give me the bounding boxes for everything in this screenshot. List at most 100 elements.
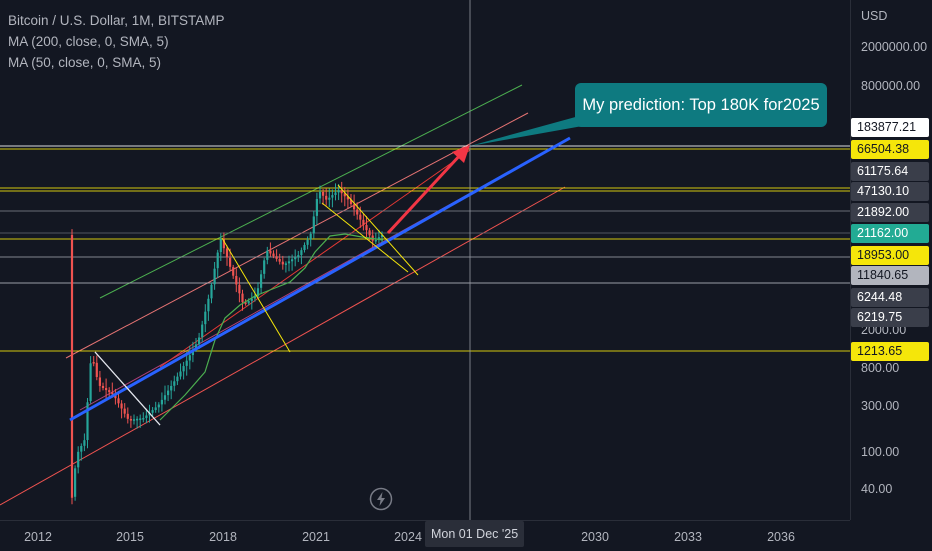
candle-body	[253, 296, 256, 299]
candle-body	[182, 366, 185, 372]
candle-body	[129, 419, 132, 421]
channel-line	[0, 186, 566, 506]
candle-body	[346, 196, 349, 200]
candle-body	[157, 404, 160, 408]
candle-body	[207, 298, 210, 312]
candle-body	[356, 209, 359, 215]
candle-body	[238, 284, 241, 294]
wedge-line	[94, 351, 161, 426]
candle-body	[232, 267, 235, 276]
candle-body	[176, 376, 179, 382]
candle-body	[222, 239, 225, 249]
candle-body	[145, 415, 148, 419]
channel-line	[159, 149, 471, 368]
ma-line	[159, 233, 384, 421]
candle-body	[139, 418, 142, 420]
candle-body	[374, 239, 377, 242]
candle-body	[216, 252, 219, 269]
prediction-callout[interactable]: My prediction: Top 180K for2025	[575, 83, 827, 127]
candle-body	[365, 225, 368, 231]
price-axis[interactable]: USD 2000000.00 800000.00 2000.00 800.00 …	[850, 0, 932, 520]
candle-body	[312, 216, 315, 234]
price-tick: 100.00	[861, 445, 900, 459]
candle-body	[359, 214, 362, 220]
candles-series	[70, 181, 384, 505]
candle-body	[229, 257, 232, 267]
candle-body	[266, 250, 269, 260]
price-tag: 11840.65	[851, 266, 929, 285]
time-tick: 2012	[24, 530, 52, 544]
prediction-arrow	[386, 151, 464, 235]
time-tick: 2021	[302, 530, 330, 544]
chart-legend: Bitcoin / U.S. Dollar, 1M, BITSTAMP MA (…	[8, 10, 225, 73]
candle-body	[287, 261, 291, 264]
candle-body	[225, 248, 229, 258]
price-tag: 66504.38	[851, 140, 929, 159]
candle-body	[80, 446, 83, 452]
ma50-indicator[interactable]: MA (50, close, 0, SMA, 5)	[8, 55, 162, 70]
candle-body	[284, 263, 287, 265]
candle-body	[170, 385, 173, 391]
candle-body	[325, 195, 328, 200]
candle-body	[126, 413, 129, 419]
wedge-line	[321, 202, 409, 273]
price-tag: 183877.21	[851, 118, 929, 137]
price-tag: 61175.64	[851, 162, 929, 181]
candle-body	[256, 288, 260, 297]
time-tick: 2030	[581, 530, 609, 544]
candle-body	[343, 193, 346, 197]
price-tag: 21892.00	[851, 203, 929, 222]
candle-body	[160, 399, 163, 405]
candle-body	[309, 233, 312, 240]
candle-body	[241, 293, 244, 303]
symbol-title[interactable]: Bitcoin / U.S. Dollar, 1M, BITSTAMP	[8, 13, 225, 28]
time-tick: 2015	[116, 530, 144, 544]
candle-body	[322, 192, 325, 196]
price-tag: 6219.75	[851, 308, 929, 327]
candle-body	[92, 362, 95, 364]
candle-body	[281, 261, 284, 265]
candle-body	[247, 301, 250, 304]
candle-body	[70, 235, 74, 498]
candle-body	[377, 237, 380, 240]
candle-body	[297, 255, 300, 258]
candle-body	[86, 402, 89, 440]
drawing-objects	[69, 113, 605, 426]
time-tick: 2024	[394, 530, 422, 544]
time-axis[interactable]: 2012 2015 2018 2021 2024 2030 2033 2036	[0, 520, 850, 551]
lightning-icon[interactable]	[369, 487, 393, 511]
candle-body	[300, 250, 303, 256]
candle-body	[278, 259, 281, 262]
candle-body	[368, 230, 371, 236]
candle-body	[213, 268, 216, 285]
candle-body	[191, 349, 194, 356]
candle-body	[294, 257, 297, 260]
candle-body	[117, 398, 120, 404]
candle-body	[337, 190, 340, 193]
price-tag: 6244.48	[851, 288, 929, 307]
currency-label: USD	[861, 9, 888, 23]
price-tick: 800000.00	[861, 79, 921, 93]
price-tag: 47130.10	[851, 182, 929, 201]
candle-body	[167, 390, 170, 396]
wedge-line	[337, 184, 419, 276]
candle-body	[132, 419, 136, 421]
candle-body	[194, 344, 198, 350]
wedge-line	[221, 237, 291, 353]
candle-body	[173, 381, 176, 386]
candle-body	[263, 260, 266, 274]
candle-body	[362, 219, 365, 225]
candle-body	[334, 192, 337, 195]
price-tick: 40.00	[861, 482, 893, 496]
ma200-indicator[interactable]: MA (200, close, 0, SMA, 5)	[8, 34, 169, 49]
candle-body	[114, 394, 117, 399]
callout-pointer	[470, 113, 605, 146]
candle-body	[108, 390, 111, 393]
candle-body	[269, 250, 272, 254]
price-tag: 21162.00	[851, 224, 929, 243]
price-tag: 1213.65	[851, 342, 929, 361]
candle-body	[163, 395, 167, 400]
candle-body	[291, 259, 294, 262]
candle-body	[349, 199, 353, 205]
